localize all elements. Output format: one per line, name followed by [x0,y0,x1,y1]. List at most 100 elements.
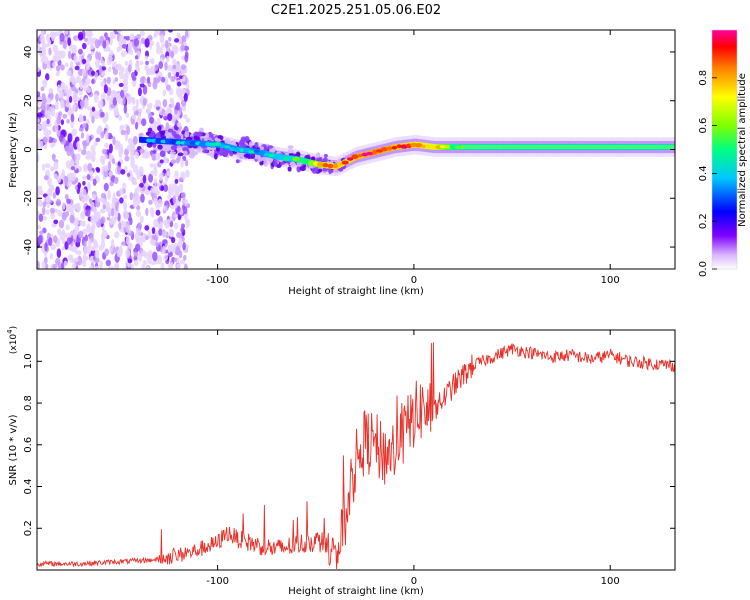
noise-blob [56,175,62,184]
noise-blob [66,203,72,213]
noise-blob [60,262,65,269]
noise-blob [178,177,184,183]
noise-blob [108,134,114,140]
ridge-core [140,136,144,143]
noise-blob [85,64,90,71]
ridge-hotspot [372,149,378,155]
snr-ytick-label: 0.2 [23,520,34,536]
noise-blob [87,181,91,192]
noise-blob [43,127,49,137]
ridge-core-right [494,145,497,150]
ridge-core-right [641,145,645,150]
noise-blob [90,154,96,163]
ridge-core-right [557,145,560,150]
noise-blob [107,66,112,73]
transition-blob [259,161,264,166]
ridge-core-right [478,145,482,150]
transition-blob [318,156,323,162]
noise-blob [170,237,176,244]
noise-blob [139,182,144,188]
noise-blob [37,152,40,163]
transition-blob [273,160,278,167]
noise-blob [37,106,41,111]
noise-blob [124,155,130,162]
noise-blob [139,215,144,224]
ridge-core-right [492,145,495,150]
noise-blob [131,180,138,186]
noise-blob [140,193,145,203]
noise-blob [125,248,131,258]
noise-blob [109,247,113,254]
noise-blob [127,44,132,55]
noise-blob [159,221,163,230]
snr-xtick-label: 0 [411,576,417,587]
noise-blob [185,203,191,209]
noise-blob [175,71,180,78]
ridge-core-right [637,145,641,150]
noise-blob [90,144,96,152]
ridge-hotspot [365,151,374,156]
ridge-hotspot [429,144,438,149]
transition-blob [311,167,318,174]
noise-blob [65,98,70,108]
ridge-core [139,136,142,143]
transition-blob [181,130,186,135]
noise-blob [137,230,142,236]
noise-blob [70,172,77,182]
spectrogram-ticks: -100 0 100 -40 -20 0 20 40 [23,30,675,286]
ridge-core-right [563,145,566,150]
noise-blob [37,185,43,191]
ridge-hotspot [233,147,241,153]
noise-blob [74,136,80,143]
noise-blob [163,156,168,164]
transition-blob [199,127,204,133]
ridge-hotspot [298,159,304,164]
noise-blob [59,32,65,43]
ridge-hotspot [292,156,301,162]
spectrogram-ytick-label: 40 [23,46,34,59]
transition-blob [248,141,254,146]
noise-blob [130,263,135,269]
noise-blob [77,182,82,190]
transition-blob [177,147,181,153]
transition-blob [171,130,177,137]
ridge-core-right [635,145,639,150]
noise-blob [149,207,155,215]
noise-blob [115,201,119,212]
colorbar-gradient [712,30,737,269]
noise-blob [181,55,185,60]
ridge-core-right [602,145,605,150]
spectrogram-ytick-label: 20 [23,94,34,107]
noise-blob [74,249,79,255]
noise-blob [118,222,122,230]
noise-blob [109,49,114,57]
noise-blob [118,82,124,88]
noise-blob [148,42,153,50]
noise-blob [175,86,182,97]
snr-panel: -100 0 100 0.2 0.4 0.6 0.8 1.0 Height of straig… [6,326,676,597]
noise-blob [90,70,96,76]
noise-blob [49,166,55,172]
ridge-hotspot [257,151,266,156]
ridge-hotspot [248,150,256,154]
noise-blob [104,248,109,257]
noise-blob [179,185,183,193]
noise-blob [132,198,137,208]
noise-blob [37,118,40,124]
noise-blob [184,53,189,63]
ridge-core-right [614,145,617,150]
ridge-core-right [665,145,668,150]
noise-blob [139,148,145,154]
noise-blob [37,260,40,269]
noise-blob [45,195,51,204]
noise-blob [139,83,145,88]
noise-blob [154,120,158,129]
noise-blob [73,257,79,263]
noise-blob [119,188,124,196]
noise-blob [85,78,91,85]
ridge-hotspot [332,163,338,169]
noise-blob [75,75,81,84]
noise-blob [49,253,54,260]
noise-blob [185,118,191,123]
noise-blob [91,106,96,112]
